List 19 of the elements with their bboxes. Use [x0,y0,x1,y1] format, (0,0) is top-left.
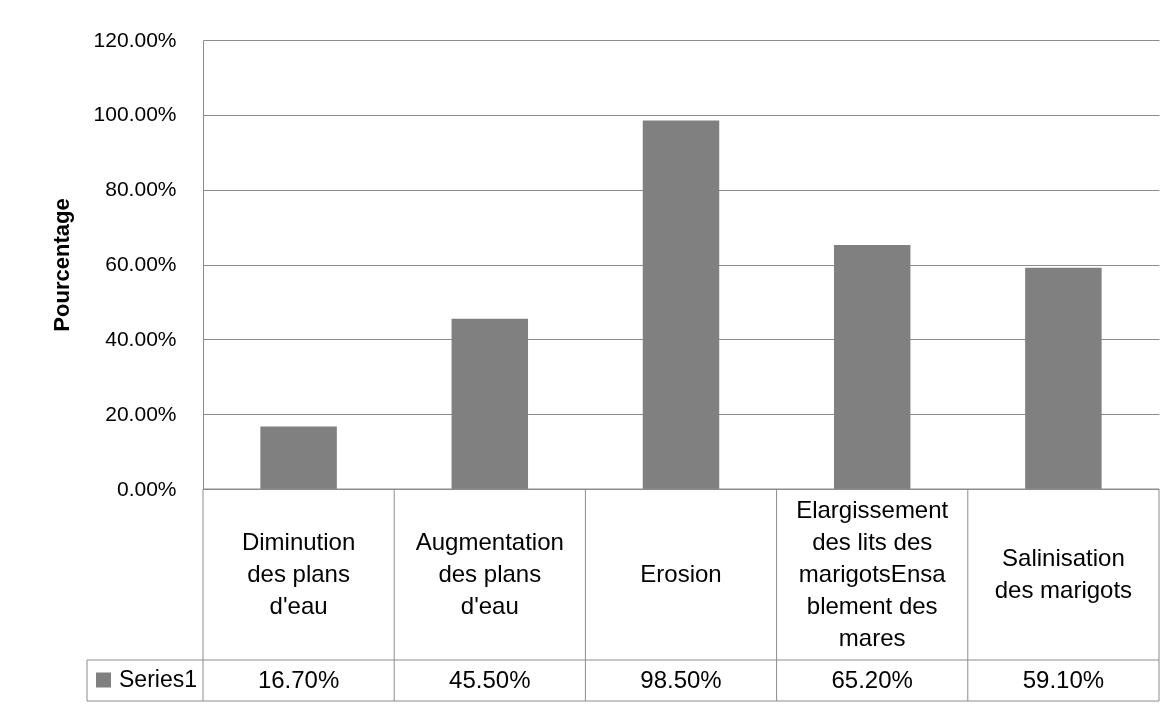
x-tick-label: Elargissement des lits des marigotsEnsablement des mares [796,495,949,651]
y-tick-label: 100.00% [93,102,177,126]
y-tick-label: 60.00% [105,252,177,275]
y-tick-label: 80.00% [105,177,177,201]
y-tick-label: 120.00% [93,27,177,51]
data-label: 98.50% [640,665,722,693]
data-label: 65.20% [831,665,913,693]
y-tick-label: 0.00% [116,476,177,500]
x-tick-label: Salinisation des marigots [994,543,1133,603]
data-label: 59.10% [1022,665,1105,693]
x-tick-label: Diminution des plans d'eau [241,527,356,619]
y-tick-label: 40.00% [105,326,177,350]
x-tick-label: Erosion [640,559,722,587]
y-axis-title: Pourcentage [48,198,74,332]
y-tick-label: 20.00% [105,401,177,425]
data-label: 45.50% [449,665,531,693]
x-tick-label: Augmentation des plans d'eau [415,527,564,619]
data-label: 16.70% [257,665,340,693]
legend-label: Series1 [119,666,197,692]
